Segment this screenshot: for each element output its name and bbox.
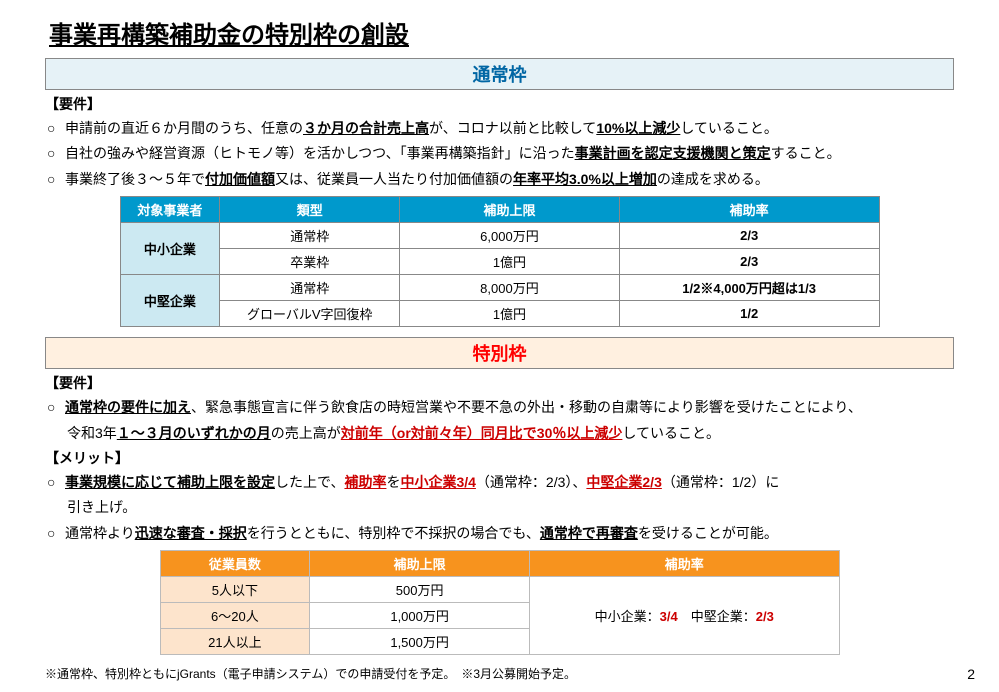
- text: 又は、従業員一人当たり付加価値額の: [275, 171, 513, 187]
- text: （通常枠：1/2）に: [662, 474, 779, 490]
- text-underline-red: 中小企業3/4: [400, 474, 475, 490]
- section-special-header: 特別枠: [45, 337, 954, 369]
- regular-req-3: ○事業終了後３～５年で付加価値額又は、従業員一人当たり付加価値額の年率平均3.0…: [47, 168, 954, 190]
- text-underline: 年率平均3.0%以上増加: [513, 171, 657, 187]
- cell: グローバルV字回復枠: [220, 301, 400, 327]
- table-header-row: 対象事業者 類型 補助上限 補助率: [120, 197, 879, 223]
- text: を行うとともに、特別枠で不採択の場合でも、: [247, 525, 540, 541]
- text: 、緊急事態宣言に伴う飲食店の時短営業や不要不急の外出・移動の自粛等により影響を受…: [191, 399, 862, 415]
- cell-emp: 5人以下: [160, 577, 310, 603]
- th-emp: 従業員数: [160, 551, 310, 577]
- footnote: ※通常枠、特別枠ともにjGrants（電子申請システム）での申請受付を予定。 ※…: [45, 665, 954, 682]
- text-red: 補助率: [344, 474, 386, 490]
- special-merit-1: ○事業規模に応じて補助上限を設定した上で、補助率を中小企業3/4（通常枠：2/3…: [47, 471, 954, 493]
- cell: 500万円: [310, 577, 530, 603]
- regular-table: 対象事業者 類型 補助上限 補助率 中小企業 通常枠 6,000万円 2/3 卒…: [120, 196, 880, 327]
- text: が、コロナ以前と比較して: [429, 120, 596, 136]
- table-row: 卒業枠 1億円 2/3: [120, 249, 879, 275]
- th-rate: 補助率: [619, 197, 879, 223]
- text-red: 3/4: [660, 609, 678, 624]
- cell: 1,500万円: [310, 629, 530, 655]
- special-req-1b: 令和3年１～３月のいずれかの月の売上高が対前年（or対前々年）同月比で30％以上…: [67, 422, 954, 444]
- th-limit: 補助上限: [310, 551, 530, 577]
- text-underline: 10%以上減少: [596, 120, 680, 136]
- regular-requirements-heading: 【要件】: [45, 94, 954, 114]
- text: 申請前の直近６か月間のうち、任意の: [65, 120, 303, 136]
- text-underline-red: 対前年（or対前々年）同月比で30％以上減少: [341, 425, 623, 441]
- text: の達成を求める。: [657, 171, 769, 187]
- special-merit-heading: 【メリット】: [45, 448, 954, 468]
- cell: 卒業枠: [220, 249, 400, 275]
- regular-req-2: ○自社の強みや経営資源（ヒトモノ等）を活かしつつ、「事業再構築指針」に沿った事業…: [47, 142, 954, 164]
- text: すること。: [771, 145, 841, 161]
- text-underline: 事業計画を認定支援機関と策定: [575, 145, 771, 161]
- table-row: 中小企業 通常枠 6,000万円 2/3: [120, 223, 879, 249]
- cell-emp: 21人以上: [160, 629, 310, 655]
- cell: 6,000万円: [400, 223, 620, 249]
- cell: 2/3: [619, 249, 879, 275]
- cell: 8,000万円: [400, 275, 620, 301]
- text: した上で、: [275, 474, 344, 490]
- text-underline: １～３月のいずれかの月: [117, 425, 271, 441]
- text: 事業終了後３～５年で: [65, 171, 205, 187]
- cell: 通常枠: [220, 275, 400, 301]
- text-red: 2/3: [756, 609, 774, 624]
- cell: 1,000万円: [310, 603, 530, 629]
- table-header-row: 従業員数 補助上限 補助率: [160, 551, 839, 577]
- special-merit-1b: 引き上げ。: [67, 496, 954, 518]
- special-merit-2: ○通常枠より迅速な審査・採択を行うとともに、特別枠で不採択の場合でも、通常枠で再…: [47, 522, 954, 544]
- text-underline-red: 中堅企業2/3: [586, 474, 661, 490]
- table-row: グローバルV字回復枠 1億円 1/2: [120, 301, 879, 327]
- text-underline: ３か月の合計売上高: [303, 120, 429, 136]
- cell: 通常枠: [220, 223, 400, 249]
- regular-req-1: ○申請前の直近６か月間のうち、任意の３か月の合計売上高が、コロナ以前と比較して1…: [47, 117, 954, 139]
- cell: 1億円: [400, 301, 620, 327]
- cell: 2/3: [619, 223, 879, 249]
- text: 通常枠より: [65, 525, 135, 541]
- th-entity: 対象事業者: [120, 197, 220, 223]
- table-row: 5人以下 500万円 中小企業：3/4 中堅企業：2/3: [160, 577, 839, 603]
- th-type: 類型: [220, 197, 400, 223]
- page-number: 2: [967, 666, 975, 682]
- text: 中堅企業：: [678, 609, 756, 624]
- text: 令和3年: [67, 425, 117, 441]
- special-requirements-heading: 【要件】: [45, 373, 954, 393]
- table-row: 中堅企業 通常枠 8,000万円 1/2※4,000万円超は1/3: [120, 275, 879, 301]
- text: していること。: [680, 120, 778, 136]
- text: を: [386, 474, 400, 490]
- text: していること。: [622, 425, 720, 441]
- text-underline: 事業規模に応じて補助上限を設定: [65, 474, 275, 490]
- text-underline: 通常枠の要件に加え: [65, 399, 191, 415]
- text: （通常枠：2/3）、: [476, 474, 586, 490]
- cell: 1億円: [400, 249, 620, 275]
- cell-rate: 中小企業：3/4 中堅企業：2/3: [529, 577, 839, 655]
- special-req-1: ○通常枠の要件に加え、緊急事態宣言に伴う飲食店の時短営業や不要不急の外出・移動の…: [47, 396, 954, 418]
- page-title: 事業再構築補助金の特別枠の創設: [45, 15, 954, 50]
- text-underline: 通常枠で再審査: [540, 525, 638, 541]
- text-underline: 付加価値額: [205, 171, 275, 187]
- special-table: 従業員数 補助上限 補助率 5人以下 500万円 中小企業：3/4 中堅企業：2…: [160, 550, 840, 655]
- cell-entity: 中堅企業: [120, 275, 220, 327]
- text-underline: 迅速な審査・採択: [135, 525, 247, 541]
- text: の売上高が: [271, 425, 341, 441]
- text: を受けることが可能。: [638, 525, 778, 541]
- text: 自社の強みや経営資源（ヒトモノ等）を活かしつつ、「事業再構築指針」に沿った: [65, 145, 575, 161]
- cell: 1/2※4,000万円超は1/3: [619, 275, 879, 301]
- cell-entity: 中小企業: [120, 223, 220, 275]
- cell-emp: 6～20人: [160, 603, 310, 629]
- th-rate: 補助率: [529, 551, 839, 577]
- text: 中小企業：: [595, 609, 660, 624]
- th-limit: 補助上限: [400, 197, 620, 223]
- cell: 1/2: [619, 301, 879, 327]
- section-regular-header: 通常枠: [45, 58, 954, 90]
